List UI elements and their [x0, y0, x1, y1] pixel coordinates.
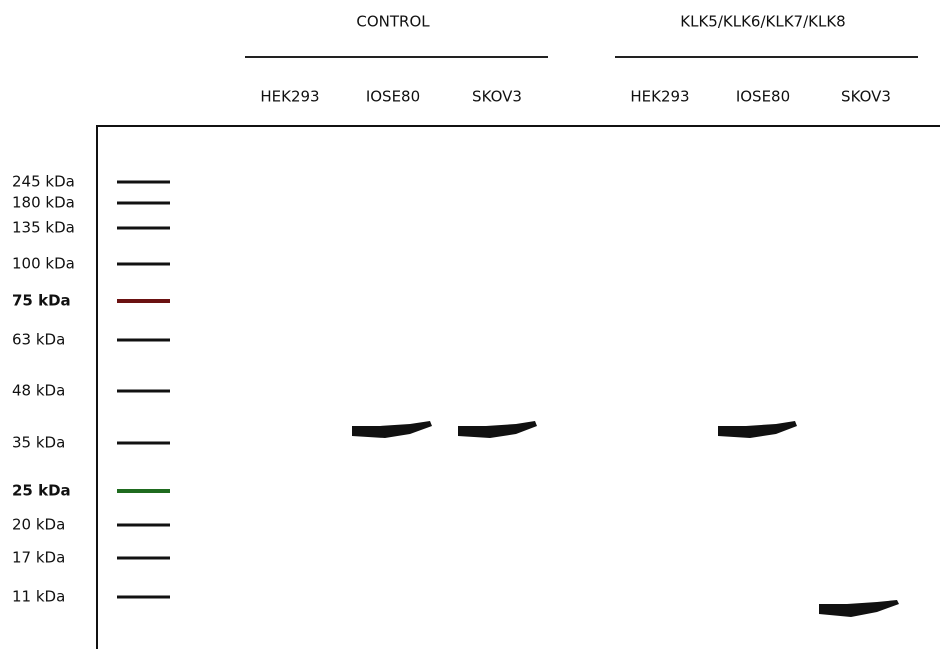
- ladder: 245 kDa 180 kDa 135 kDa 100 kDa 75 kDa 63 kDa…: [12, 173, 170, 606]
- ladder-label: 100 kDa: [12, 255, 75, 273]
- ladder-label: 11 kDa: [12, 588, 65, 606]
- lane-label: SKOV3: [841, 88, 891, 106]
- ladder-label: 48 kDa: [12, 382, 65, 400]
- ladder-label: 35 kDa: [12, 434, 65, 452]
- lane-label: IOSE80: [366, 88, 420, 106]
- group-label: KLK5/KLK6/KLK7/KLK8: [680, 13, 845, 31]
- ladder-label: 180 kDa: [12, 194, 75, 212]
- band: [718, 421, 797, 438]
- band: [352, 421, 432, 438]
- band: [458, 421, 537, 438]
- lane-label: HEK293: [630, 88, 689, 106]
- blot-frame: [97, 126, 940, 649]
- group-label: CONTROL: [356, 13, 430, 31]
- blot-figure: CONTROL KLK5/KLK6/KLK7/KLK8 HEK293 IOSE8…: [0, 0, 940, 649]
- lane-label: SKOV3: [472, 88, 522, 106]
- ladder-label: 245 kDa: [12, 173, 75, 191]
- ladder-label: 63 kDa: [12, 331, 65, 349]
- ladder-label: 20 kDa: [12, 516, 65, 534]
- ladder-label: 75 kDa: [12, 292, 71, 310]
- lane-label: IOSE80: [736, 88, 790, 106]
- ladder-label: 135 kDa: [12, 219, 75, 237]
- ladder-label: 25 kDa: [12, 482, 71, 500]
- ladder-label: 17 kDa: [12, 549, 65, 567]
- band: [819, 600, 899, 617]
- lane-label: HEK293: [260, 88, 319, 106]
